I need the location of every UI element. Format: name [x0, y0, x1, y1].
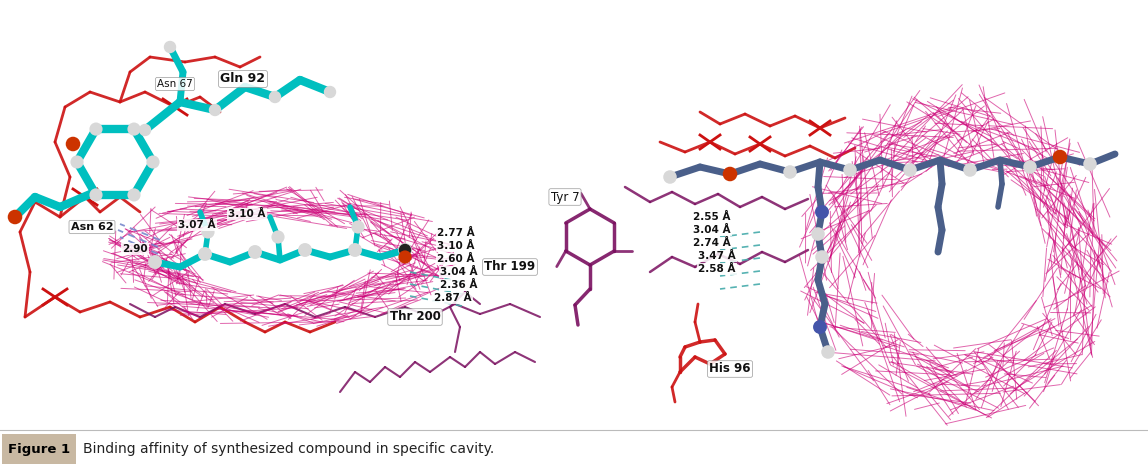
Point [346, 246, 364, 254]
Point [135, 126, 154, 134]
Text: 3.07 Å: 3.07 Å [178, 220, 216, 230]
Point [87, 191, 106, 199]
Text: 2.77 Å: 2.77 Å [437, 228, 475, 238]
Text: 2.60 Å: 2.60 Å [437, 254, 474, 264]
Point [125, 191, 144, 199]
Text: Asn 67: Asn 67 [157, 79, 193, 89]
Point [296, 246, 315, 254]
Text: 2.90: 2.90 [122, 244, 148, 254]
Point [246, 248, 264, 256]
Point [6, 213, 24, 221]
Point [125, 125, 144, 133]
Point [396, 253, 414, 261]
Text: Gln 92: Gln 92 [220, 73, 265, 85]
Point [661, 173, 680, 181]
Point [269, 233, 287, 241]
Point [781, 168, 799, 176]
Point [205, 106, 224, 114]
Point [266, 93, 285, 101]
Text: Thr 199: Thr 199 [484, 261, 536, 273]
Point [87, 125, 106, 133]
Point [810, 323, 829, 331]
Text: 2.87 Å: 2.87 Å [434, 293, 472, 303]
Text: 3.10 Å: 3.10 Å [437, 241, 474, 251]
Point [144, 158, 162, 166]
Point [396, 246, 414, 254]
Point [961, 166, 979, 174]
Text: 2.74 Å: 2.74 Å [693, 238, 731, 248]
Text: 3.47 Å: 3.47 Å [698, 251, 736, 261]
Point [819, 348, 837, 356]
Point [840, 166, 859, 174]
Point [721, 170, 739, 178]
Point [320, 88, 339, 96]
Point [349, 223, 367, 231]
Text: 3.04 Å: 3.04 Å [440, 267, 478, 277]
FancyBboxPatch shape [2, 434, 76, 464]
Text: His 96: His 96 [709, 362, 751, 376]
Point [146, 258, 164, 266]
Text: Figure 1: Figure 1 [8, 443, 70, 455]
Point [1050, 153, 1069, 161]
Point [396, 246, 414, 254]
Point [199, 228, 217, 236]
Point [721, 170, 739, 178]
Point [68, 158, 86, 166]
Text: Tyr 7: Tyr 7 [551, 191, 580, 203]
Point [161, 43, 179, 51]
Point [1021, 163, 1039, 171]
Point [1080, 160, 1099, 168]
Point [196, 250, 215, 258]
Text: 2.36 Å: 2.36 Å [440, 280, 478, 290]
Text: 2.58 Å: 2.58 Å [698, 264, 736, 274]
Text: Thr 200: Thr 200 [389, 311, 441, 323]
Text: 3.10 Å: 3.10 Å [228, 209, 265, 219]
Point [813, 253, 831, 261]
Point [901, 166, 920, 174]
Text: 3.04 Å: 3.04 Å [693, 225, 730, 235]
Text: 2.55 Å: 2.55 Å [693, 212, 730, 222]
Point [64, 140, 83, 148]
Text: Asn 62: Asn 62 [71, 222, 114, 232]
Point [809, 230, 828, 238]
Text: Binding affinity of synthesized compound in specific cavity.: Binding affinity of synthesized compound… [83, 442, 495, 456]
Point [813, 208, 831, 216]
